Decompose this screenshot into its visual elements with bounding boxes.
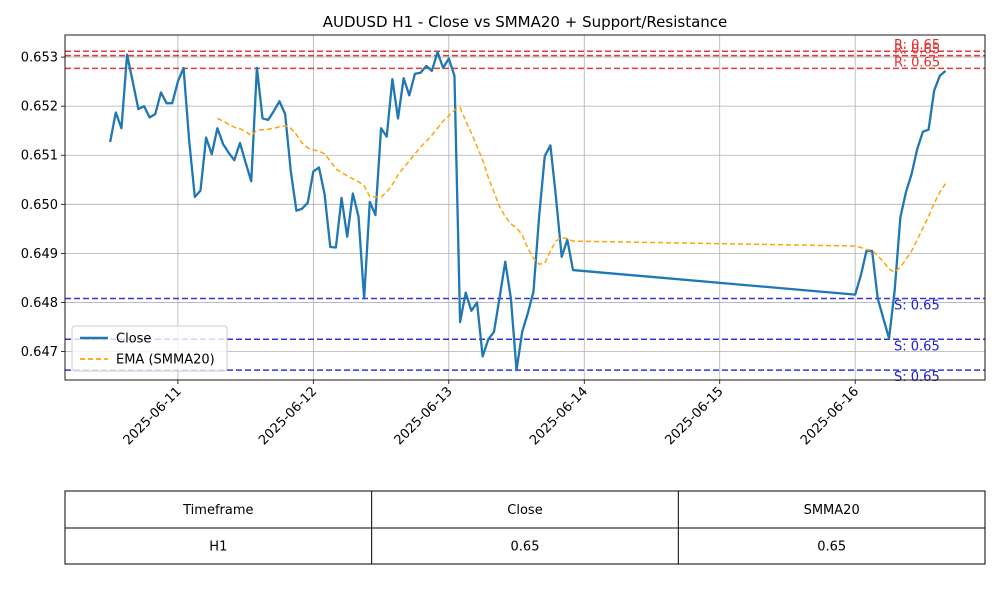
y-tick-label: 0.652 [21,100,58,115]
support-label: S: 0.65 [894,370,940,385]
table-cell: 0.65 [817,540,846,555]
resistance-label: R: 0.65 [894,38,940,53]
support-label: S: 0.65 [894,299,940,314]
y-tick-label: 0.647 [21,345,58,360]
legend-box [71,325,228,372]
series-group [109,51,947,372]
resistance-label: R: 0.65 [894,43,940,58]
chart-title: AUDUSD H1 - Close vs SMMA20 + Support/Re… [323,13,728,31]
resistance-label: R: 0.65 [894,55,940,70]
legend-label-smma: EMA (SMMA20) [116,353,215,368]
y-tick-label: 0.650 [21,198,58,213]
y-tick-label: 0.651 [21,149,58,164]
y-tick-label: 0.649 [21,247,58,262]
y-tick-label: 0.648 [21,296,58,311]
table-cell: H1 [209,540,227,555]
smma-series-line [217,106,947,273]
axes-frame [64,34,986,381]
legend: Close EMA (SMMA20) [71,325,228,372]
table-header-cell: SMMA20 [804,503,860,518]
close-series-line [109,51,947,372]
table-cell: 0.65 [511,540,540,555]
y-tick-label: 0.653 [21,51,58,66]
summary-table: Timeframe Close SMMA20 H1 0.65 0.65 [64,490,986,565]
legend-label-close: Close [116,332,151,347]
support-label: S: 0.65 [894,339,940,354]
table-header-cell: Timeframe [182,503,253,518]
table-header-cell: Close [507,503,542,518]
